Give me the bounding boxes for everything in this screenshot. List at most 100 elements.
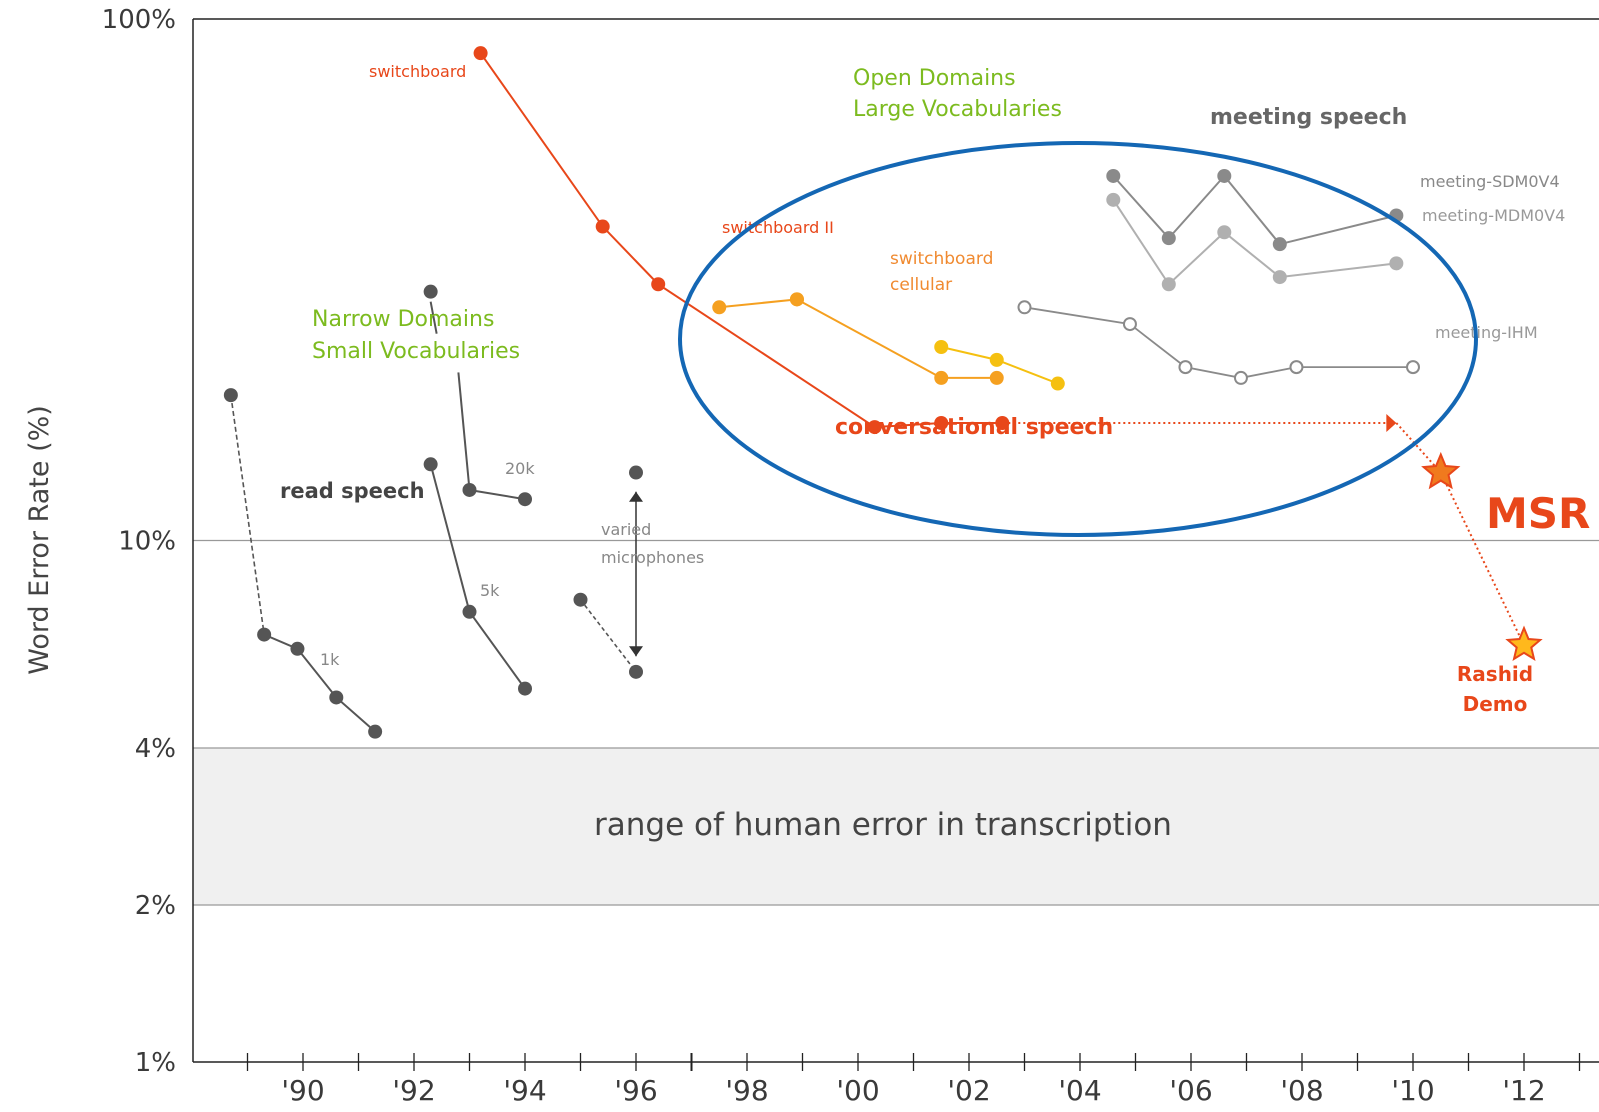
data-point xyxy=(518,492,532,507)
annotation: Narrow Domains xyxy=(312,307,494,332)
data-point xyxy=(1217,225,1232,240)
data-point xyxy=(290,641,305,656)
data-point xyxy=(989,370,1004,385)
data-point xyxy=(257,627,272,642)
highlight-ellipse xyxy=(678,141,1478,537)
data-point xyxy=(712,300,727,315)
gridlines xyxy=(193,539,1599,906)
data-point xyxy=(1161,277,1176,292)
data-point xyxy=(473,46,488,61)
human-error-band-label: range of human error in transcription xyxy=(594,807,1172,843)
data-point xyxy=(1106,168,1121,183)
switchboard-line xyxy=(479,52,1003,429)
data-point xyxy=(1233,370,1248,385)
data-point xyxy=(867,420,882,435)
y-axis-label: Word Error Rate (%) xyxy=(24,405,55,675)
x-tick-label: '04 xyxy=(1058,1074,1101,1107)
data-point xyxy=(1406,360,1420,375)
data-point xyxy=(423,457,438,472)
microphones-arrow-head-up xyxy=(629,491,643,502)
x-tick-label: '02 xyxy=(947,1074,990,1107)
read-1k-dashed xyxy=(230,395,265,635)
data-point xyxy=(1389,256,1404,271)
y-tick-label: 10% xyxy=(118,527,176,557)
read-20k-descent xyxy=(457,372,471,491)
data-point xyxy=(462,604,477,619)
annotation: meeting speech xyxy=(1210,105,1407,130)
data-point xyxy=(995,416,1010,431)
x-tick-label: '12 xyxy=(1502,1074,1545,1107)
series-layer xyxy=(223,46,1543,739)
x-tick-label: '98 xyxy=(725,1074,768,1107)
annotation: meeting-MDM0V4 xyxy=(1422,206,1565,225)
data-point xyxy=(1050,376,1065,391)
data-point xyxy=(651,277,666,292)
annotation: Open Domains xyxy=(853,66,1016,91)
annotation: switchboard xyxy=(890,249,993,269)
read-20k-line xyxy=(469,488,526,501)
annotation: MSR xyxy=(1486,489,1590,538)
read-20k-top-tick xyxy=(429,301,438,334)
switchboard-ii-line xyxy=(719,298,798,309)
data-point xyxy=(1178,360,1193,375)
x-tick-label: '00 xyxy=(836,1074,879,1107)
read-1k-line xyxy=(263,633,376,733)
data-point xyxy=(1161,231,1176,246)
data-point xyxy=(789,292,804,307)
annotation: microphones xyxy=(601,548,704,567)
annotation: varied xyxy=(601,520,651,539)
y-tick-label: 100% xyxy=(102,5,176,35)
annotation: meeting-SDM0V4 xyxy=(1420,172,1560,191)
annotation: 20k xyxy=(505,459,535,478)
data-point xyxy=(1272,270,1287,285)
series-connectors xyxy=(230,52,1525,733)
meeting-ihm-line xyxy=(1024,306,1413,379)
annotation: conversational speech xyxy=(835,415,1113,440)
x-tick-label: '06 xyxy=(1169,1074,1212,1107)
x-tick-label: '96 xyxy=(614,1074,657,1107)
data-point xyxy=(1217,168,1232,183)
data-point xyxy=(223,388,238,403)
x-tick-label: '08 xyxy=(1280,1074,1323,1107)
annotation: Rashid xyxy=(1457,662,1533,686)
annotation: 5k xyxy=(480,581,500,600)
data-point xyxy=(629,664,643,679)
x-tick-labels: '90 '92 '94 '96 '98 '00 '02 '04 '06 '08 '10 '12 xyxy=(246,1053,1581,1107)
data-point xyxy=(934,339,949,354)
plot-frame xyxy=(192,18,1599,1063)
annotation: switchboard xyxy=(369,62,466,81)
annotation: meeting-IHM xyxy=(1435,323,1538,342)
annotation: Small Vocabularies xyxy=(312,339,520,364)
data-point xyxy=(934,416,949,431)
annotation: read speech xyxy=(280,479,425,503)
annotation: Large Vocabularies xyxy=(853,97,1062,122)
data-point xyxy=(934,370,949,385)
data-point xyxy=(1106,192,1121,207)
data-point xyxy=(1289,360,1304,375)
y-tick-label: 4% xyxy=(135,734,176,764)
x-tick-label: '90 xyxy=(281,1074,324,1107)
x-tick-label: '94 xyxy=(503,1074,546,1107)
x-tick-label: '92 xyxy=(392,1074,435,1107)
annotations: Open Domains Large Vocabularies meeting sp… xyxy=(280,62,1590,716)
annotation: cellular xyxy=(890,275,952,295)
data-point xyxy=(573,592,588,607)
data-point xyxy=(989,352,1004,367)
data-point xyxy=(423,284,438,299)
data-point xyxy=(1272,237,1287,252)
microphones-arrow-head-down xyxy=(629,646,643,657)
y-tick-label: 1% xyxy=(135,1048,176,1078)
data-point xyxy=(368,724,383,739)
annotation: Demo xyxy=(1463,692,1528,716)
human-error-band xyxy=(193,748,1599,905)
data-point xyxy=(1122,317,1137,332)
msr-projection-arrowhead xyxy=(1386,414,1397,433)
annotation: 1k xyxy=(320,650,340,669)
switchboard-cellular-line xyxy=(796,298,997,379)
meeting-sdm-line xyxy=(1112,174,1397,246)
y-tick-labels: 100% 10% 4% 2% 1% xyxy=(102,5,176,1078)
data-point xyxy=(329,690,344,705)
annotation: switchboard II xyxy=(722,218,834,237)
read-5k-line xyxy=(429,464,526,690)
